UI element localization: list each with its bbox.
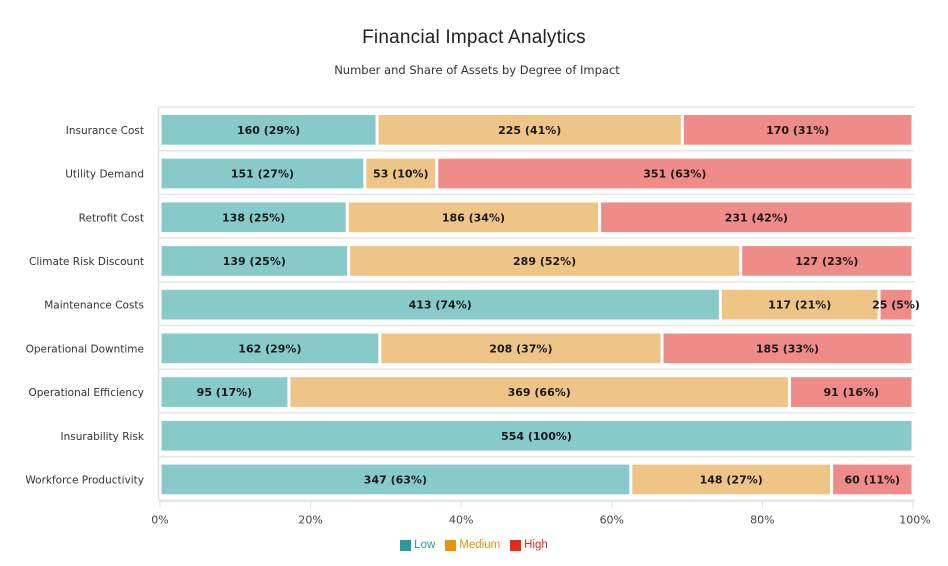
- legend: Low Medium High: [0, 539, 948, 551]
- category-label: Utility Demand: [65, 169, 144, 181]
- x-tick-label: 100%: [899, 513, 930, 526]
- bar-segment-high[interactable]: [791, 377, 912, 407]
- legend-item-low[interactable]: Low: [400, 539, 435, 551]
- x-tick-label: 40%: [449, 513, 473, 526]
- bar-segment-high[interactable]: [742, 246, 912, 276]
- x-tick-label: 20%: [298, 513, 322, 526]
- data-label: 208 (37%): [489, 342, 552, 355]
- data-label: 225 (41%): [498, 124, 561, 137]
- data-label: 53 (10%): [373, 168, 429, 181]
- data-label: 139 (25%): [223, 255, 286, 268]
- data-label: 138 (25%): [222, 211, 285, 224]
- data-label: 151 (27%): [231, 168, 294, 181]
- data-label: 554 (100%): [501, 430, 572, 443]
- data-label: 127 (23%): [795, 255, 858, 268]
- category-label: Insurance Cost: [66, 125, 144, 137]
- data-label: 170 (31%): [766, 124, 829, 137]
- data-label: 369 (66%): [508, 386, 571, 399]
- bar-segment-medium[interactable]: [350, 246, 740, 276]
- data-label: 160 (29%): [237, 124, 300, 137]
- bar-segment-high[interactable]: [880, 289, 912, 320]
- data-label: 25 (5%): [872, 299, 920, 312]
- bar-segment-medium[interactable]: [381, 333, 661, 364]
- bar-segment-low[interactable]: [161, 464, 630, 495]
- bar-segment-low[interactable]: [161, 158, 364, 189]
- data-label: 185 (33%): [756, 342, 819, 355]
- bar-segment-medium[interactable]: [632, 464, 831, 495]
- bar-segment-low[interactable]: [161, 115, 376, 145]
- category-label: Operational Downtime: [26, 343, 144, 355]
- data-label: 351 (63%): [643, 168, 706, 181]
- category-label: Climate Risk Discount: [29, 256, 144, 268]
- bar-segment-medium[interactable]: [366, 158, 436, 189]
- bar-segment-medium[interactable]: [348, 202, 599, 233]
- legend-label: High: [524, 539, 548, 551]
- bar-segment-low[interactable]: [161, 289, 719, 320]
- data-label: 91 (16%): [824, 386, 880, 399]
- data-label: 60 (11%): [845, 473, 901, 486]
- legend-item-high[interactable]: High: [510, 539, 548, 551]
- bar-segment-medium[interactable]: [290, 377, 789, 407]
- bar-segment-medium[interactable]: [721, 289, 878, 320]
- bar-segment-low[interactable]: [161, 333, 379, 364]
- data-label: 148 (27%): [700, 473, 763, 486]
- bar-segment-high[interactable]: [601, 202, 912, 233]
- category-label: Workforce Productivity: [25, 474, 144, 486]
- x-tick-label: 80%: [750, 513, 774, 526]
- data-label: 117 (21%): [768, 299, 831, 312]
- bar-segment-low[interactable]: [161, 202, 346, 233]
- x-tick-label: 0%: [151, 513, 168, 526]
- data-label: 162 (29%): [238, 342, 301, 355]
- legend-label: Low: [414, 539, 436, 551]
- bar-segment-high[interactable]: [833, 464, 912, 495]
- data-label: 186 (34%): [442, 211, 505, 224]
- legend-label: Medium: [459, 539, 501, 551]
- bar-segment-low[interactable]: [161, 377, 288, 407]
- legend-swatch: [510, 539, 522, 551]
- legend-item-medium[interactable]: Medium: [445, 539, 500, 551]
- legend-swatch: [445, 539, 457, 551]
- bar-segment-high[interactable]: [438, 158, 912, 189]
- data-label: 347 (63%): [364, 473, 427, 486]
- bar-segment-low[interactable]: [161, 420, 912, 451]
- category-label: Retrofit Cost: [79, 212, 144, 224]
- chart-subtitle: Number and Share of Assets by Degree of …: [334, 63, 620, 77]
- data-label: 413 (74%): [409, 299, 472, 312]
- bar-segment-high[interactable]: [663, 333, 912, 364]
- data-label: 289 (52%): [513, 255, 576, 268]
- x-tick-label: 60%: [600, 513, 624, 526]
- category-label: Insurability Risk: [61, 431, 145, 443]
- chart-title: Financial Impact Analytics: [362, 27, 586, 48]
- bar-segment-medium[interactable]: [378, 115, 681, 145]
- category-label: Operational Efficiency: [28, 387, 144, 399]
- category-label: Maintenance Costs: [44, 300, 144, 312]
- data-label: 95 (17%): [197, 386, 253, 399]
- legend-swatch: [400, 539, 412, 551]
- data-label: 231 (42%): [725, 211, 788, 224]
- bar-segment-low[interactable]: [161, 246, 348, 276]
- bar-segment-high[interactable]: [683, 115, 912, 145]
